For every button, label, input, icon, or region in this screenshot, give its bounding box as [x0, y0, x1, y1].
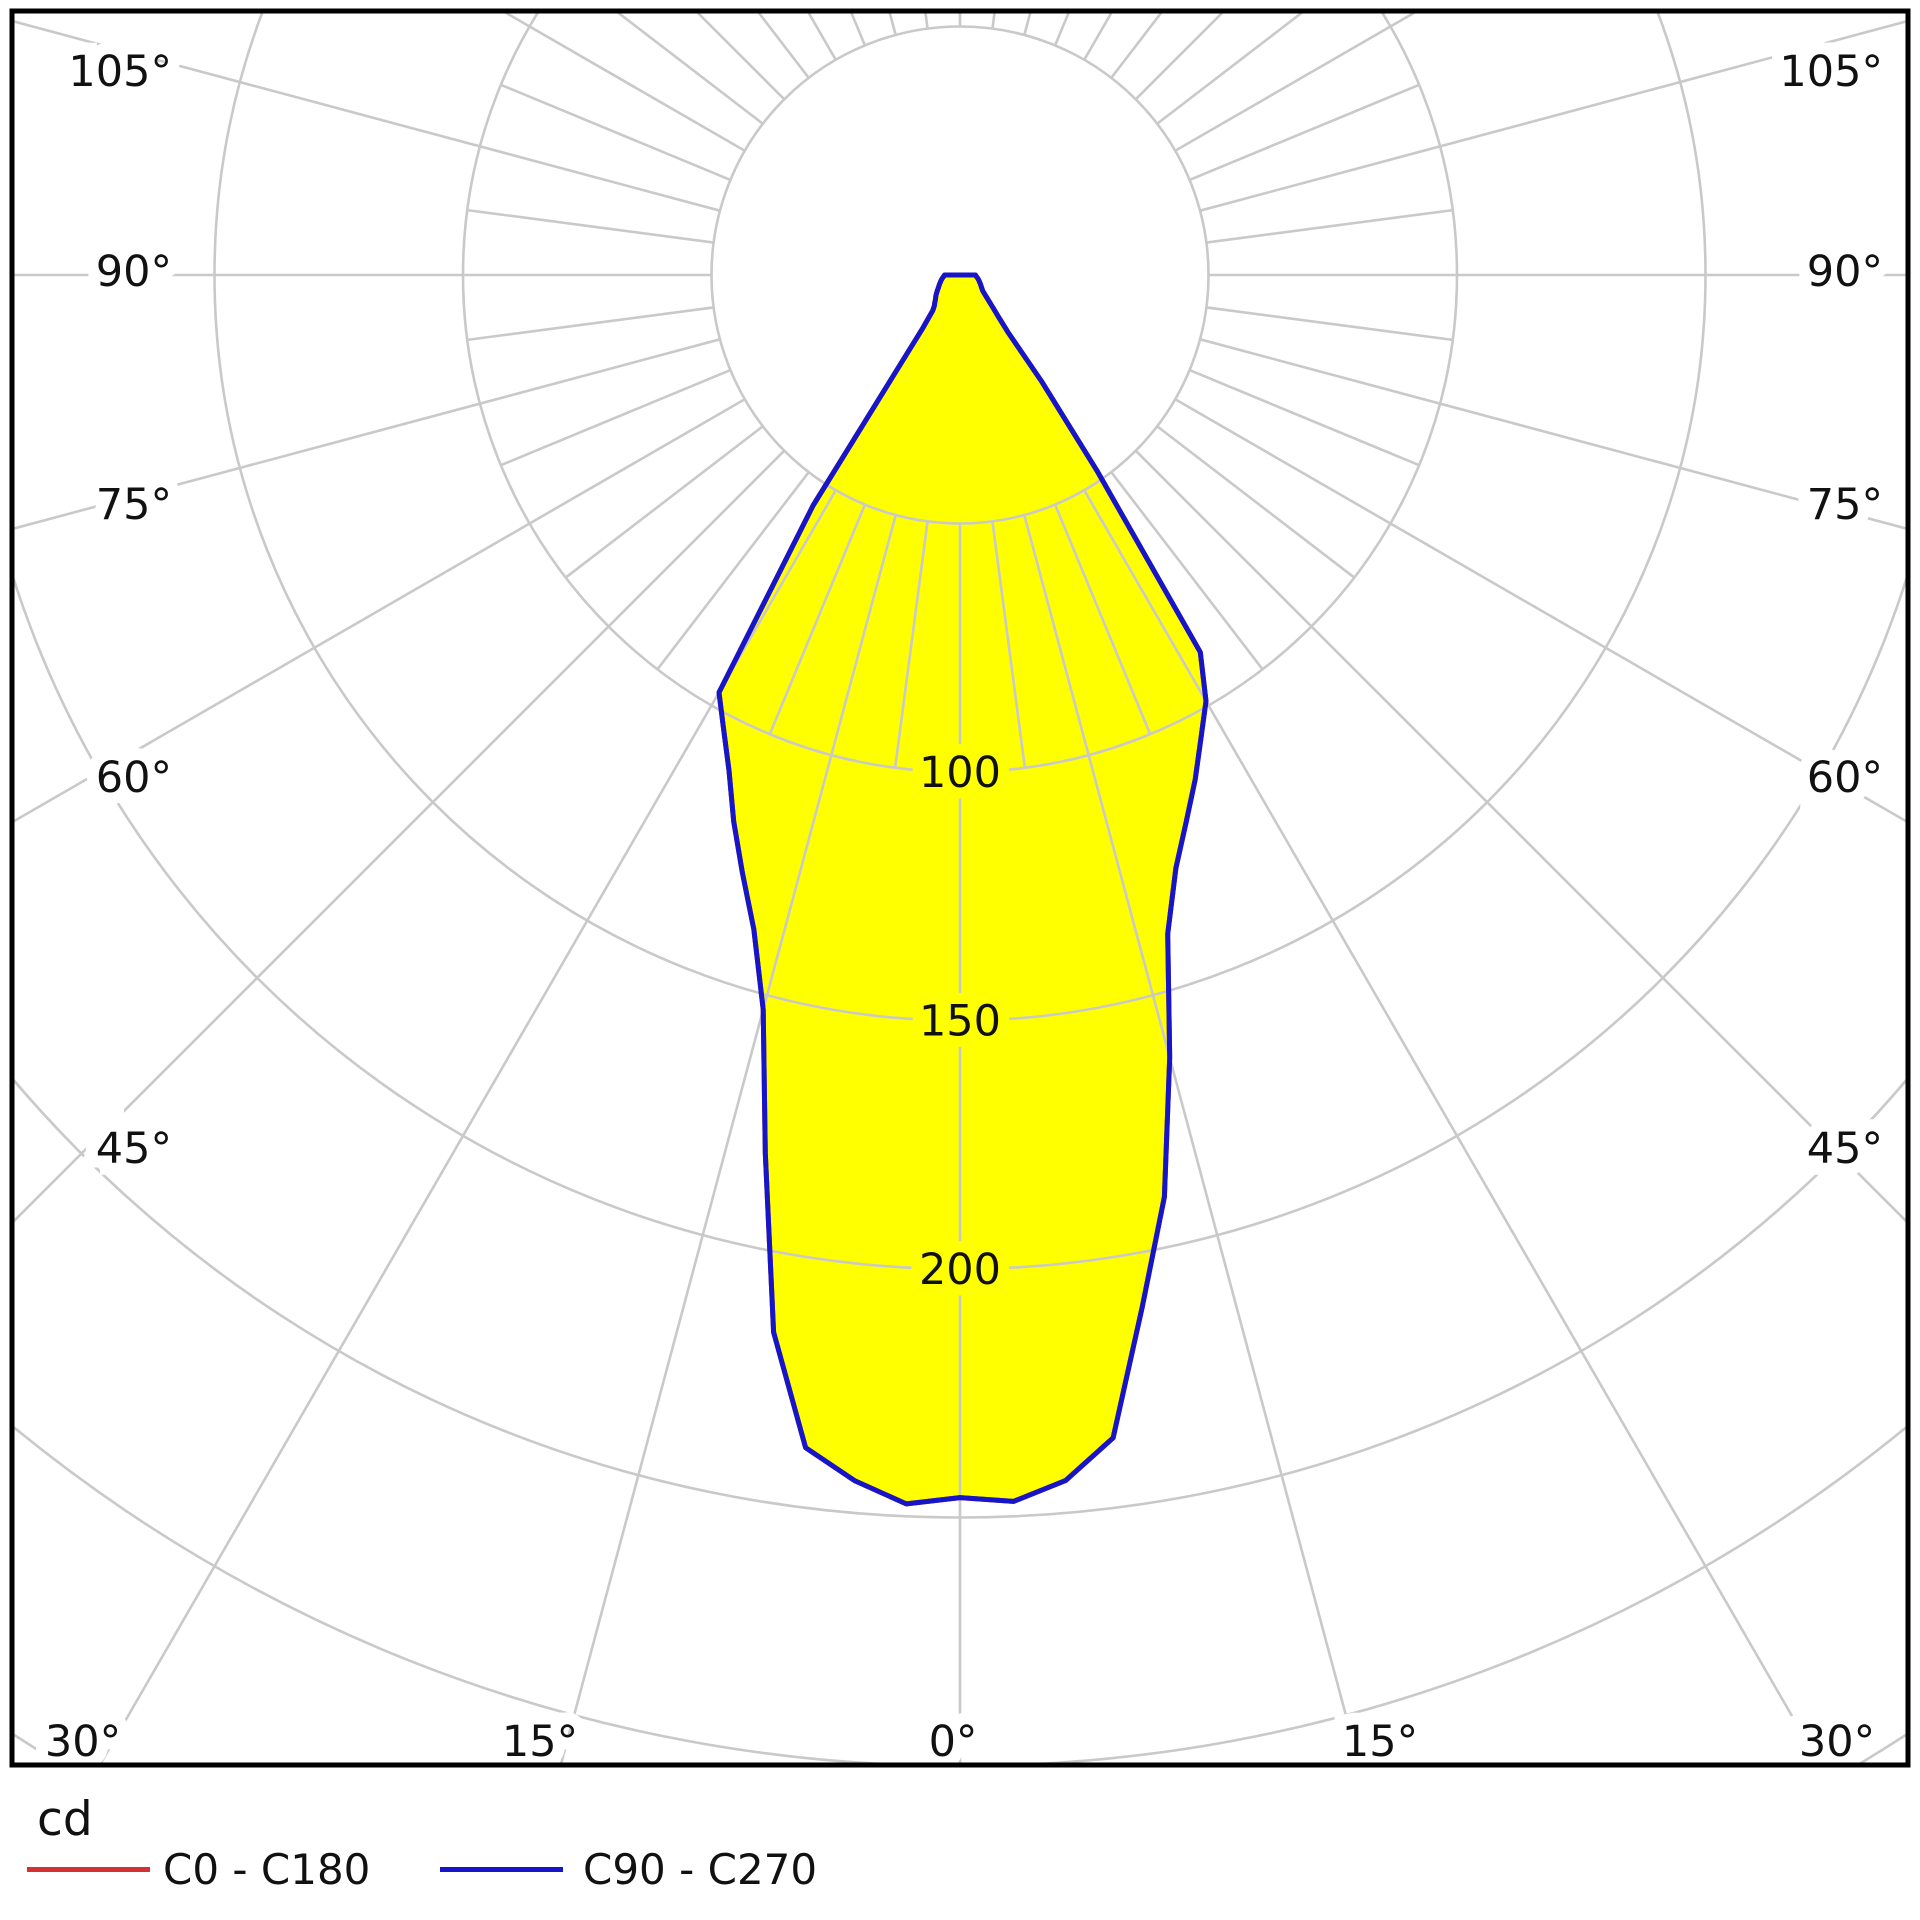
angle-label-right-60: 60° [1807, 753, 1883, 803]
legend-label-c90-c270: C90 - C270 [583, 1845, 818, 1894]
angle-label-bottom-0: 30° [45, 1717, 121, 1767]
angle-label-bottom-2: 0° [929, 1717, 978, 1767]
legend: C0 - C180 C90 - C270 [0, 1845, 1920, 1905]
legend-swatch-c90-c270 [440, 1867, 563, 1872]
angle-label-right-105: 105° [1779, 47, 1883, 97]
angle-label-left-60: 60° [96, 753, 172, 803]
ring-labels: 100 150 200 [908, 737, 1012, 1306]
legend-swatch-c0-c180 [27, 1867, 150, 1872]
angle-label-bottom-3: 15° [1342, 1717, 1418, 1767]
ring-label-100: 100 [919, 748, 1001, 798]
curve-c90-c270 [716, 272, 1209, 1507]
angle-label-bottom-1: 15° [502, 1717, 578, 1767]
intensity-fill [719, 275, 1206, 1504]
legend-label-c0-c180: C0 - C180 [163, 1845, 371, 1894]
ring-label-150: 150 [919, 997, 1001, 1047]
unit-label: cd [37, 1792, 93, 1847]
ring-label-200: 200 [919, 1245, 1001, 1295]
angle-label-right-45: 45° [1807, 1124, 1883, 1174]
angle-label-bottom-4: 30° [1799, 1717, 1875, 1767]
angle-label-left-105: 105° [68, 47, 172, 97]
angle-label-left-75: 75° [96, 480, 172, 530]
angle-label-left-90: 90° [96, 247, 172, 297]
angle-label-left-45: 45° [96, 1124, 172, 1174]
angle-label-right-75: 75° [1807, 480, 1883, 530]
angle-label-right-90: 90° [1807, 247, 1883, 297]
plot-border [9, 8, 1911, 1768]
